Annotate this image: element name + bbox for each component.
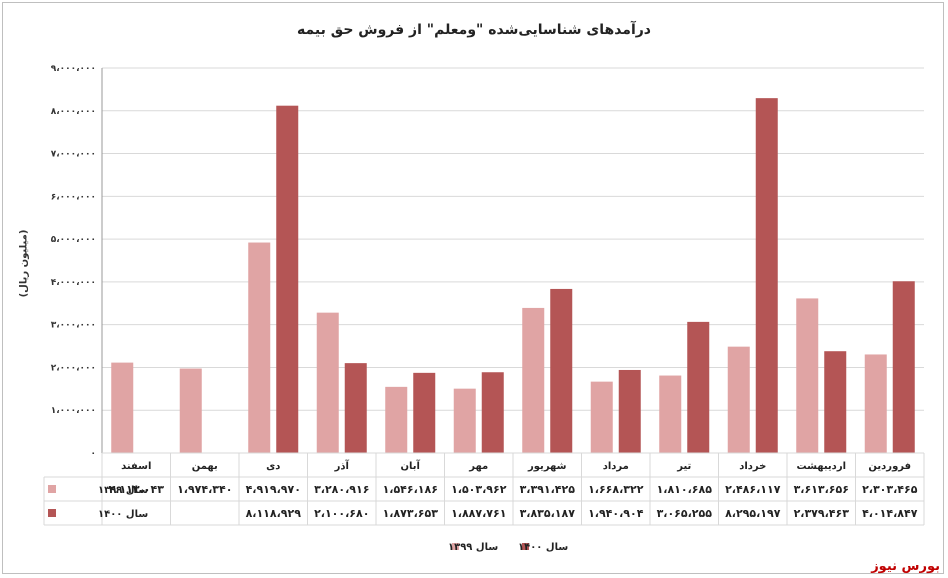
y-tick-label: ۵،۰۰۰،۰۰۰ <box>51 235 96 245</box>
table-series-name: سال ۱۳۹۹ <box>98 485 148 496</box>
data-label: ۱،۵۴۶،۱۸۶ <box>383 483 438 496</box>
data-label: ۱،۵۰۳،۹۶۲ <box>451 483 507 496</box>
legend: سال ۱۴۰۰ سال ۱۳۹۹ <box>448 542 568 553</box>
legend-swatch <box>452 543 459 550</box>
table-series-name: سال ۱۴۰۰ <box>98 509 148 520</box>
data-table: فروردین اردیبهشت خرداد تیر مرداد شهریور مهر آبا… <box>43 452 925 526</box>
category-label: آبان <box>401 459 421 472</box>
bar-s1399 <box>864 354 887 453</box>
bar-s1400 <box>892 281 915 453</box>
data-label: ۴،۹۱۹،۹۷۰ <box>246 483 301 496</box>
table-series-swatch <box>48 509 56 517</box>
category-label: آذر <box>334 459 350 472</box>
bar-s1400 <box>618 369 641 453</box>
data-label: ۱،۸۷۳،۶۵۳ <box>383 507 439 520</box>
bars <box>111 98 915 454</box>
y-tick-label: ۱،۰۰۰،۰۰۰ <box>51 406 96 416</box>
data-label: ۸،۲۹۵،۱۹۷ <box>725 507 781 520</box>
legend-label: سال ۱۴۰۰ <box>518 542 568 553</box>
category-label: اسفند <box>121 461 151 472</box>
bar-s1399 <box>316 312 339 453</box>
gridlines <box>101 67 924 454</box>
category-label: مرداد <box>603 461 629 472</box>
bar-s1400 <box>276 105 299 454</box>
bar-s1400 <box>824 351 847 453</box>
data-label: ۱،۹۴۰،۹۰۴ <box>588 507 644 520</box>
data-label: ۳،۲۸۰،۹۱۶ <box>314 483 369 496</box>
bar-s1399 <box>659 375 682 453</box>
category-label: فروردین <box>868 461 911 472</box>
bar-s1399 <box>179 368 202 453</box>
brand-logo-text: بورس نیوز <box>871 559 940 574</box>
data-label: ۴،۰۱۴،۸۴۷ <box>862 507 918 520</box>
y-tick-label: ۸،۰۰۰،۰۰۰ <box>51 107 96 117</box>
bar-s1400 <box>550 288 573 453</box>
category-label: بهمن <box>192 461 218 472</box>
category-label: شهریور <box>527 461 567 472</box>
bar-s1399 <box>590 381 613 453</box>
chart-title: درآمدهای شناسایی‌شده "ومعلم" از فروش حق … <box>296 22 651 38</box>
bar-s1400 <box>344 363 367 453</box>
data-label: ۲،۴۸۶،۱۱۷ <box>725 483 781 496</box>
category-label: مهر <box>468 461 488 472</box>
bar-s1400 <box>413 372 436 453</box>
data-label: ۲،۳۰۳،۴۶۵ <box>862 483 918 496</box>
y-tick-labels: ۰ ۱،۰۰۰،۰۰۰ ۲،۰۰۰،۰۰۰ ۳،۰۰۰،۰۰۰ ۴،۰۰۰،۰۰۰ ۵،۰… <box>51 64 96 459</box>
data-label: ۲،۳۷۹،۴۶۳ <box>794 507 850 520</box>
legend-swatch <box>522 543 529 550</box>
data-label: ۳،۶۱۳،۶۵۶ <box>794 483 849 496</box>
bar-s1400 <box>687 321 710 453</box>
data-label: ۱،۸۸۷،۷۶۱ <box>451 507 506 520</box>
y-tick-label: ۰ <box>91 449 97 459</box>
data-label: ۳،۸۳۵،۱۸۷ <box>520 507 576 520</box>
data-label: ۲،۱۱۳،۰۴۳ <box>109 483 165 496</box>
y-tick-label: ۴،۰۰۰،۰۰۰ <box>51 278 96 288</box>
legend-label: سال ۱۳۹۹ <box>448 542 498 553</box>
bar-s1399 <box>727 346 750 453</box>
data-label: ۱،۹۷۴،۳۴۰ <box>177 483 232 496</box>
data-label: ۱،۸۱۰،۶۸۵ <box>657 483 713 496</box>
data-label: ۸،۱۱۸،۹۲۹ <box>246 507 302 520</box>
y-tick-label: ۶،۰۰۰،۰۰۰ <box>51 192 96 202</box>
data-label: ۳،۳۹۱،۴۲۵ <box>520 483 576 496</box>
bar-s1400 <box>755 98 778 453</box>
bar-s1399 <box>248 242 271 453</box>
category-label: اردیبهشت <box>796 461 846 472</box>
y-tick-label: ۳،۰۰۰،۰۰۰ <box>51 321 96 331</box>
bar-s1399 <box>453 388 476 453</box>
data-label: ۲،۱۰۰،۶۸۰ <box>314 507 369 520</box>
y-tick-label: ۲،۰۰۰،۰۰۰ <box>51 363 96 373</box>
category-label: دی <box>266 461 280 472</box>
bar-s1400 <box>481 372 504 453</box>
table-series-swatch <box>48 485 56 493</box>
y-tick-label: ۷،۰۰۰،۰۰۰ <box>51 150 96 160</box>
data-label: ۳،۰۶۵،۲۵۵ <box>657 507 713 520</box>
data-label: ۱،۶۶۸،۳۲۲ <box>588 483 644 496</box>
bar-s1399 <box>385 386 408 453</box>
category-label: خرداد <box>739 461 766 472</box>
y-tick-label: ۹،۰۰۰،۰۰۰ <box>51 64 96 74</box>
bar-s1399 <box>796 298 819 453</box>
bar-s1399 <box>111 362 134 453</box>
bar-s1399 <box>522 307 545 453</box>
category-label: تیر <box>676 461 691 472</box>
